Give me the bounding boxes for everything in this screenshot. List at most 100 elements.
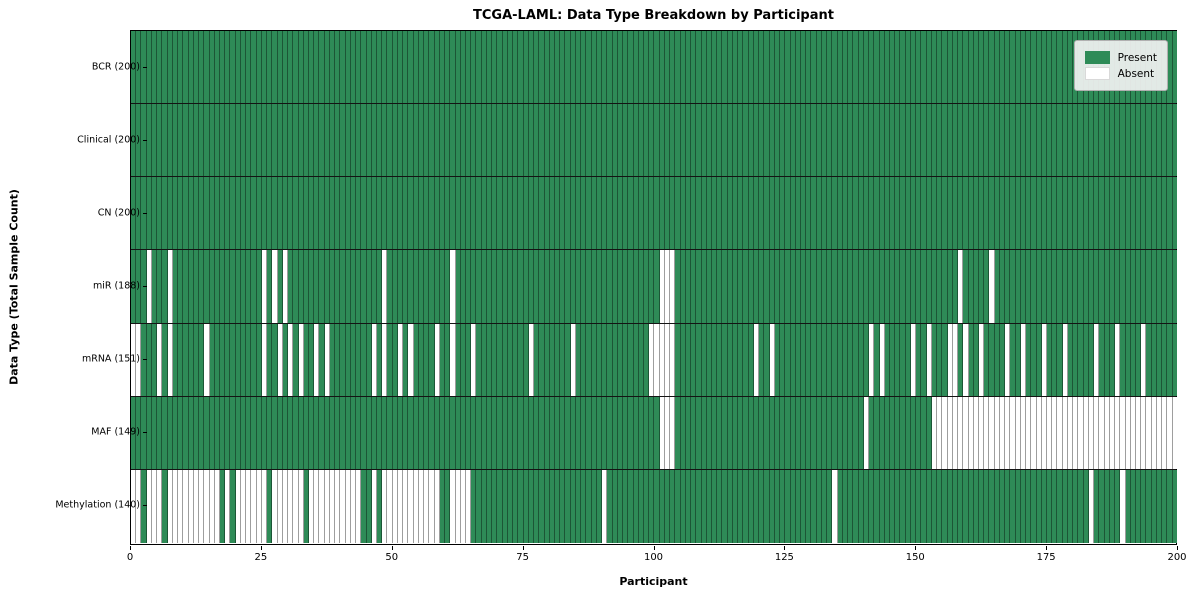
cell-present: [712, 104, 718, 177]
cell-present: [727, 396, 733, 469]
cell-present: [706, 469, 713, 543]
cell-absent: [1094, 396, 1100, 469]
cell-present: [486, 396, 493, 469]
cell-absent: [931, 396, 938, 469]
cell-present: [151, 396, 158, 469]
cell-present: [486, 469, 493, 543]
cell-present: [518, 396, 524, 469]
cell-present: [534, 250, 540, 323]
cell-present: [251, 323, 257, 396]
cell-present: [895, 104, 901, 177]
cell-present: [471, 31, 477, 104]
cell-present: [1062, 469, 1068, 543]
cell-present: [832, 250, 838, 323]
cell-present: [607, 469, 613, 543]
cell-absent: [382, 469, 388, 543]
cell-present: [523, 31, 529, 104]
present-swatch: [1084, 51, 1110, 64]
cell-present: [801, 31, 807, 104]
cell-absent: [314, 323, 320, 396]
cell-present: [759, 323, 765, 396]
cell-present: [371, 396, 378, 469]
cell-present: [356, 104, 362, 177]
cell-present: [345, 250, 351, 323]
cell-present: [612, 469, 618, 543]
cell-present: [523, 104, 529, 177]
cell-present: [1136, 469, 1142, 543]
cell-present: [795, 250, 801, 323]
cell-present: [643, 469, 650, 543]
x-tick-label: 50: [385, 552, 399, 563]
cell-present: [753, 31, 760, 104]
cell-present: [722, 177, 728, 250]
cell-present: [340, 323, 346, 396]
cell-present: [424, 31, 430, 104]
cell-present: [1162, 104, 1168, 177]
cell-present: [246, 177, 252, 250]
cell-absent: [225, 469, 231, 543]
cell-present: [628, 323, 634, 396]
cell-present: [806, 469, 812, 543]
cell-present: [680, 396, 686, 469]
cell-present: [471, 396, 477, 469]
cell-present: [973, 250, 979, 323]
cell-present: [612, 177, 618, 250]
cell-present: [654, 104, 660, 177]
cell-present: [539, 396, 545, 469]
cell-present: [1115, 177, 1121, 250]
cell-present: [1125, 250, 1131, 323]
cell-present: [827, 396, 833, 469]
cell-present: [596, 177, 603, 250]
cell-present: [293, 31, 299, 104]
cell-present: [806, 396, 812, 469]
cell-present: [1104, 469, 1110, 543]
cell-present: [591, 323, 597, 396]
cell-present: [523, 250, 529, 323]
cell-absent: [146, 469, 152, 543]
cell-present: [654, 31, 660, 104]
cell-present: [377, 177, 383, 250]
cell-present: [769, 31, 775, 104]
cell-present: [931, 177, 938, 250]
cell-present: [628, 31, 634, 104]
cell-present: [539, 323, 545, 396]
cell-present: [319, 323, 325, 396]
cell-present: [879, 469, 885, 543]
cell-present: [968, 250, 974, 323]
cell-present: [617, 250, 624, 323]
cell-present: [314, 104, 320, 177]
cell-absent: [240, 469, 247, 543]
cell-absent: [994, 396, 1000, 469]
cell-present: [607, 31, 613, 104]
cell-present: [1136, 323, 1142, 396]
cell-absent: [319, 469, 325, 543]
cell-present: [460, 104, 466, 177]
cell-present: [518, 469, 524, 543]
cell-absent: [984, 396, 990, 469]
cell-present: [466, 177, 472, 250]
cell-present: [497, 250, 503, 323]
cell-present: [869, 104, 875, 177]
x-tick-mark: [1177, 546, 1178, 550]
cell-present: [256, 250, 262, 323]
cell-present: [832, 104, 838, 177]
cell-present: [874, 177, 880, 250]
cell-present: [947, 469, 953, 543]
cell-present: [209, 177, 215, 250]
cell-present: [895, 250, 901, 323]
cell-present: [1130, 469, 1136, 543]
cell-present: [445, 31, 451, 104]
cell-present: [1020, 104, 1027, 177]
cell-present: [1067, 31, 1074, 104]
cell-present: [534, 31, 540, 104]
cell-present: [235, 250, 241, 323]
cell-present: [989, 177, 995, 250]
cell-present: [1141, 104, 1147, 177]
cell-present: [502, 31, 508, 104]
cell-present: [1047, 250, 1053, 323]
cell-present: [172, 104, 179, 177]
cell-present: [507, 469, 514, 543]
cell-present: [560, 396, 566, 469]
cell-present: [963, 104, 969, 177]
cell-present: [785, 396, 791, 469]
